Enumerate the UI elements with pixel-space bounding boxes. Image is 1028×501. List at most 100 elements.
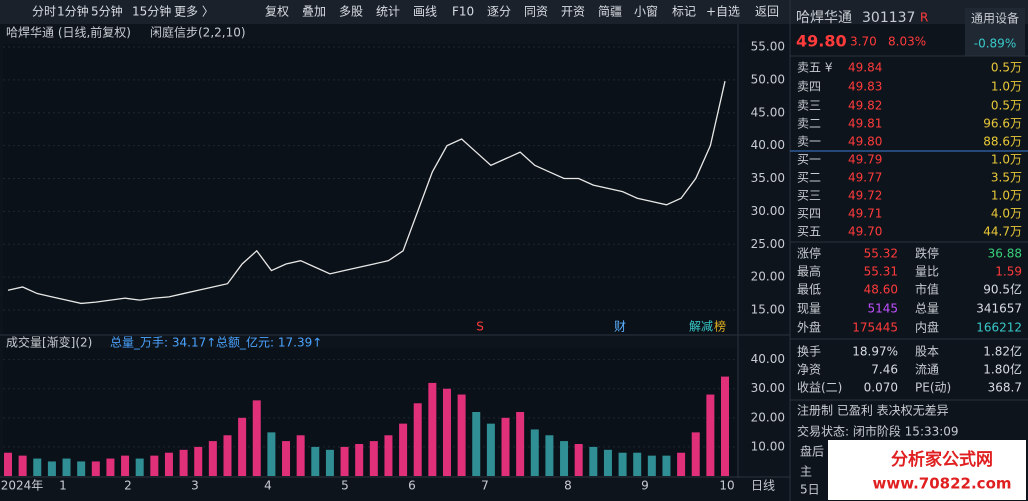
book-price: 49.84	[848, 61, 882, 75]
book-volume: 0.5万	[991, 61, 1022, 75]
stat-label: 总量	[915, 302, 939, 316]
button[interactable]: 逐分	[487, 5, 511, 19]
volume-bar	[662, 455, 671, 476]
button[interactable]: 标记	[672, 5, 696, 19]
stat-label: 收益(二)	[797, 381, 842, 395]
volume-bar	[603, 449, 612, 476]
x-tick-label: 4	[264, 479, 272, 493]
book-volume: 1.0万	[991, 153, 1022, 167]
tab[interactable]: 1分钟	[57, 4, 89, 19]
volume-bar	[691, 432, 700, 476]
stat-value: 1.59	[995, 265, 1022, 279]
stat-value: 90.5亿	[983, 282, 1022, 297]
x-tick-label: 10	[719, 479, 734, 493]
event-marker: 减	[701, 320, 713, 334]
book-label: 卖四	[797, 80, 821, 94]
x-tick-label: 8	[564, 479, 572, 493]
stat-value: 55.32	[864, 247, 898, 261]
button[interactable]: 统计	[376, 5, 400, 19]
stat-label: 最高	[797, 264, 821, 279]
x-tick-label: 1	[59, 479, 67, 493]
stat-label: 换手	[797, 345, 821, 359]
volume-bar	[442, 388, 451, 476]
button[interactable]: 返回	[755, 5, 779, 19]
stat-value: 166212	[976, 321, 1022, 335]
volume-bar	[530, 429, 539, 476]
button[interactable]: +自选	[706, 5, 740, 19]
volume-bar	[311, 446, 320, 476]
sector-box[interactable]	[965, 8, 1025, 56]
stat-label: 净资	[797, 363, 821, 377]
volume-bar	[516, 412, 525, 476]
y-tick-label: 30.00	[751, 381, 785, 395]
x-tick-label: 2	[124, 479, 132, 493]
book-price: 49.79	[848, 153, 882, 167]
logo-name: 分析家公式网	[891, 449, 993, 470]
button[interactable]: 多股	[339, 5, 363, 19]
volume-bar	[545, 435, 554, 476]
event-marker: S	[476, 320, 484, 334]
book-label: 卖五 ¥	[797, 61, 833, 75]
stock-code: 301137	[862, 10, 915, 26]
volume-bar	[296, 435, 305, 476]
stat-value: 341657	[976, 302, 1022, 316]
button[interactable]: 简疆	[598, 5, 622, 19]
tab[interactable]: 5分钟	[91, 4, 123, 19]
stat-value: 7.46	[871, 363, 898, 377]
volume-bar	[91, 461, 100, 476]
info-label: 5日	[800, 483, 820, 497]
tab[interactable]: 15分钟	[132, 4, 171, 19]
book-volume: 0.5万	[991, 99, 1022, 113]
x-tick-label: 3	[191, 479, 199, 493]
info-label: 主	[800, 465, 812, 479]
book-price: 49.83	[848, 80, 882, 94]
event-marker: 解	[689, 320, 701, 334]
stat-value: 1.82亿	[983, 344, 1022, 359]
x-tick-label: 5	[341, 479, 349, 493]
volume-amount: 总额_亿元: 17.39↑	[216, 335, 322, 350]
button[interactable]: 画线	[413, 5, 437, 19]
y-tick-label: 40.00	[751, 352, 785, 366]
y-tick-label: 20.00	[751, 270, 785, 284]
book-volume: 96.6万	[983, 117, 1022, 131]
sector[interactable]: 通用设备	[971, 12, 1019, 26]
button[interactable]: 开资	[561, 5, 585, 19]
book-volume: 3.5万	[991, 171, 1022, 185]
volume-bar	[618, 452, 627, 476]
button[interactable]: 叠加	[302, 5, 326, 19]
volume-bar	[706, 394, 715, 476]
volume-total: 总量_万手: 34.17↑	[110, 336, 216, 350]
volume-bar	[589, 446, 598, 476]
indicator: 闲庭信步(2,2,10)	[150, 25, 246, 40]
volume-bar	[47, 461, 56, 476]
button[interactable]: 复权	[265, 5, 289, 19]
stock-flag: R	[920, 11, 928, 25]
button[interactable]: 小窗	[634, 5, 658, 19]
button[interactable]: 同资	[524, 5, 548, 19]
volume-bar	[384, 435, 393, 476]
stat-value: 1.80亿	[983, 362, 1022, 377]
book-price: 49.72	[848, 189, 882, 203]
tab[interactable]: 分时	[32, 5, 56, 19]
x-tick-label: 2024年	[1, 479, 44, 493]
stat-value: 5145	[867, 302, 898, 316]
book-label: 买一	[797, 153, 821, 167]
volume-bar	[340, 446, 349, 476]
sector-change: -0.89%	[974, 37, 1016, 51]
book-volume: 88.6万	[983, 135, 1022, 149]
volume-bar	[486, 423, 495, 476]
book-label: 买二	[797, 171, 821, 185]
button[interactable]: F10	[452, 5, 474, 19]
x-tick-label: 6	[408, 479, 416, 493]
book-label: 买三	[797, 189, 821, 203]
y-tick-label: 40.00	[751, 138, 785, 152]
tab[interactable]: 更多 〉	[174, 5, 214, 19]
stat-label: 涨停	[797, 246, 821, 261]
volume-bar	[428, 382, 437, 476]
y-tick-label: 30.00	[751, 204, 785, 218]
logo-box	[828, 440, 1026, 500]
y-tick-label: 45.00	[751, 105, 785, 119]
book-label: 卖三	[797, 99, 821, 113]
price-panel	[3, 44, 737, 334]
